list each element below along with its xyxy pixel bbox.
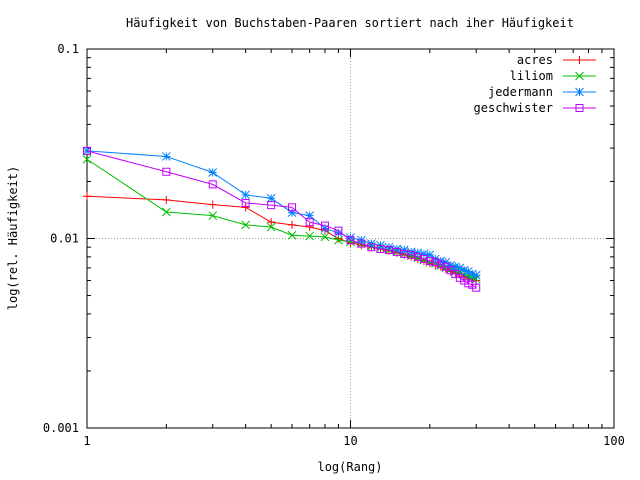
data-point-jedermann (463, 267, 473, 276)
data-point-jedermann (471, 270, 481, 280)
legend-marker-jedermann (575, 87, 584, 97)
data-point-geschwister (357, 239, 366, 248)
data-point-jedermann (413, 248, 423, 258)
data-point-jedermann (406, 247, 416, 257)
data-point-jedermann (446, 261, 456, 270)
legend-label-acres: acres (517, 53, 553, 67)
data-point-jedermann (287, 208, 297, 217)
data-point-acres (267, 218, 276, 227)
data-point-geschwister (305, 218, 314, 227)
data-point-acres (288, 220, 297, 229)
data-point-liliom (287, 230, 297, 240)
y-axis-label: log(rel. Häufigkeit) (6, 166, 20, 311)
legend-label-geschwister: geschwister (474, 101, 553, 115)
data-point-jedermann (451, 262, 460, 272)
chart-title: Häufigkeit von Buchstaben-Paaren sortier… (126, 16, 574, 30)
data-point-jedermann (161, 152, 171, 161)
data-point-geschwister (376, 245, 385, 254)
data-point-jedermann (346, 233, 355, 243)
data-point-acres (162, 195, 171, 204)
data-point-liliom (241, 220, 250, 230)
y-tick-label: 0.1 (57, 42, 79, 56)
x-tick-label: 100 (603, 434, 625, 448)
series-liliom (82, 154, 481, 284)
data-point-geschwister (320, 221, 329, 230)
data-point-geschwister (419, 254, 428, 263)
x-tick-label: 1 (83, 434, 90, 448)
data-point-jedermann (241, 190, 250, 200)
data-point-jedermann (419, 249, 429, 259)
data-point-geschwister (455, 273, 464, 282)
data-point-liliom (346, 237, 355, 247)
data-point-jedermann (334, 228, 343, 238)
data-point-geschwister (472, 283, 481, 292)
legend-label-jedermann: jedermann (488, 85, 553, 99)
data-point-liliom (320, 232, 330, 242)
data-point-jedermann (441, 257, 451, 267)
data-point-acres (83, 192, 91, 201)
y-tick-label: 0.01 (50, 232, 79, 246)
data-point-geschwister (334, 226, 343, 235)
series-layer (82, 146, 481, 292)
data-point-geschwister (436, 260, 445, 269)
data-point-jedermann (208, 168, 218, 177)
data-point-jedermann (320, 224, 330, 233)
legend-marker-geschwister (575, 104, 584, 112)
y-tick-label: 0.001 (43, 421, 79, 435)
data-point-liliom (208, 211, 218, 221)
data-point-jedermann (425, 250, 435, 260)
x-axis-label: log(Rang) (317, 460, 382, 474)
data-point-geschwister (83, 146, 91, 155)
data-point-jedermann (459, 265, 469, 275)
data-point-liliom (305, 231, 315, 241)
legend-marker-acres (575, 56, 584, 64)
data-point-acres (305, 222, 314, 231)
data-point-acres (241, 203, 250, 212)
legend: acres liliom jedermann geschwister (474, 53, 596, 115)
axis-ticks: 1 10 100 0.001 0.01 0.1 (43, 42, 625, 448)
data-point-geschwister (464, 279, 473, 288)
data-point-acres (208, 200, 217, 209)
data-point-geschwister (346, 236, 355, 245)
data-point-geschwister (241, 198, 250, 207)
data-point-geschwister (367, 243, 376, 252)
data-point-geschwister (162, 167, 171, 176)
data-point-geschwister (267, 201, 276, 210)
data-point-jedermann (266, 193, 276, 203)
data-point-geschwister (413, 252, 422, 261)
data-point-jedermann (305, 211, 315, 221)
data-point-jedermann (467, 269, 477, 279)
data-point-geschwister (460, 276, 469, 285)
series-line-geschwister (86, 150, 477, 289)
data-point-liliom (266, 222, 276, 232)
legend-marker-liliom (575, 71, 584, 81)
data-point-geschwister (208, 180, 217, 189)
series-geschwister (83, 146, 481, 292)
data-point-jedermann (392, 244, 402, 254)
data-point-geschwister (425, 257, 434, 266)
data-point-liliom (82, 154, 92, 164)
data-point-liliom (334, 235, 343, 245)
data-point-jedermann (384, 242, 394, 252)
data-point-geschwister (385, 245, 394, 254)
x-tick-label: 10 (343, 434, 357, 448)
data-point-jedermann (455, 263, 465, 273)
data-point-geschwister (431, 258, 440, 267)
data-point-liliom (161, 207, 171, 217)
legend-label-liliom: liliom (510, 69, 553, 83)
data-point-geschwister (288, 203, 297, 212)
